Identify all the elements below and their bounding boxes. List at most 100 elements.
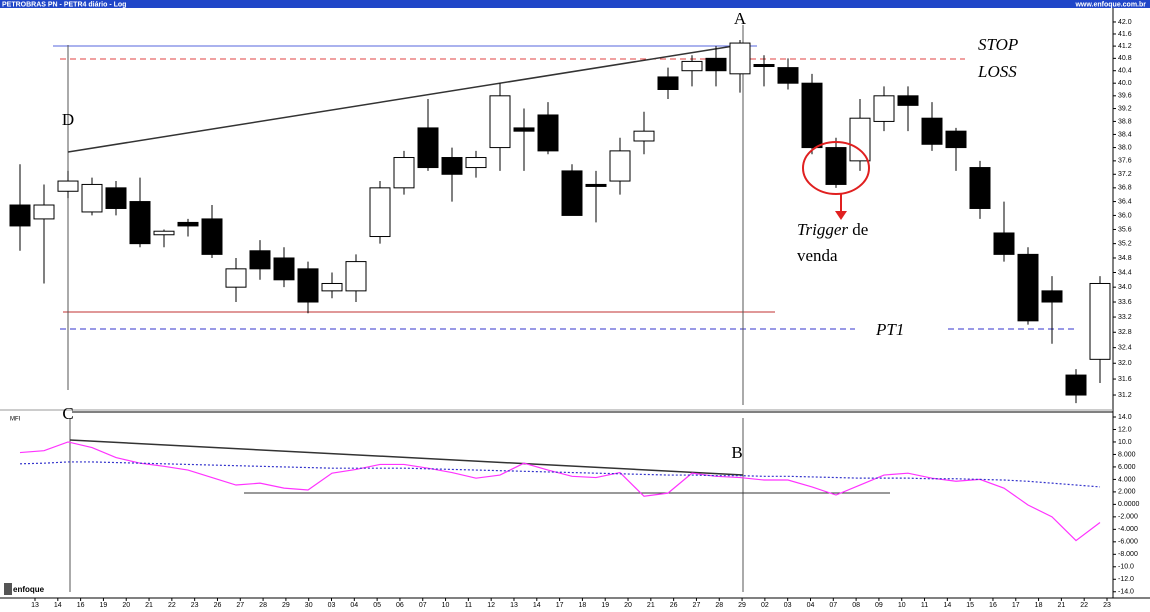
x-tick-label: 03: [784, 602, 792, 609]
x-tick-label: 07: [419, 602, 427, 609]
indicator-line: [19, 441, 1101, 542]
candle-body: [225, 268, 247, 288]
x-tick-label: 17: [1012, 602, 1020, 609]
y-tick-label: -12.0: [1118, 576, 1134, 583]
y-tick-label: 32.8: [1118, 329, 1132, 336]
y-tick-label: 31.6: [1118, 376, 1132, 383]
x-tick-label: 11: [921, 602, 928, 609]
venda-label: venda: [797, 246, 838, 265]
y-tick-label: 31.2: [1118, 392, 1132, 399]
x-tick-label: 16: [989, 602, 997, 609]
y-tick-label: 12.0: [1118, 426, 1132, 433]
x-tick-label: 08: [852, 602, 860, 609]
candle-body: [345, 261, 367, 292]
y-tick-label: 34.4: [1118, 269, 1132, 276]
x-tick-label: 29: [738, 602, 746, 609]
candle-body: [489, 95, 511, 149]
x-tick-label: 26: [670, 602, 678, 609]
y-tick-label: 38.8: [1118, 118, 1132, 125]
candle-body: [297, 268, 319, 303]
mfi-trend-line: [69, 439, 744, 476]
candle-body: [753, 64, 775, 68]
candle-body: [1065, 374, 1087, 396]
marks: 42.0 41.6 41.2 40.8 40.4 40.0 39.6 39.2 38.8 38.4…: [9, 19, 1140, 609]
y-tick-label: 4.000: [1118, 476, 1136, 483]
x-tick-label: 20: [122, 602, 130, 609]
candle-body: [417, 127, 439, 169]
x-tick-label: 22: [1080, 602, 1088, 609]
y-tick-label: 40.8: [1118, 55, 1132, 62]
logo-icon: [4, 583, 12, 595]
trigger-de: de: [848, 220, 868, 239]
x-tick-label: 10: [442, 602, 450, 609]
candle-body: [321, 282, 343, 292]
candle-body: [81, 183, 103, 213]
trigger-word: Trigger: [797, 220, 848, 239]
x-tick-label: 23: [1103, 602, 1111, 609]
x-tick-label: 30: [305, 602, 313, 609]
header-title: PETROBRAS PN - PETR4 diário - Log: [2, 1, 126, 8]
x-tick-label: 29: [282, 602, 290, 609]
candle-body: [33, 204, 55, 220]
y-tick-label: 37.2: [1118, 171, 1132, 178]
x-tick-label: 02: [761, 602, 769, 609]
candle-body: [177, 221, 199, 227]
y-tick-label: 34.0: [1118, 284, 1132, 291]
pt1-label: PT1: [875, 320, 904, 339]
x-tick-label: 18: [579, 602, 587, 609]
y-tick-label: 36.4: [1118, 198, 1132, 205]
x-tick-label: 13: [510, 602, 518, 609]
candle-body: [561, 170, 583, 216]
indicator-line: [19, 461, 1101, 488]
x-tick-label: 28: [259, 602, 267, 609]
x-tick-label: 05: [373, 602, 381, 609]
candle-body: [705, 57, 727, 72]
candle-body: [201, 218, 223, 255]
candle-body: [993, 232, 1015, 255]
x-tick-label: 12: [487, 602, 495, 609]
candle-body: [921, 117, 943, 145]
y-tick-label: 33.6: [1118, 299, 1132, 306]
x-tick-label: 22: [168, 602, 176, 609]
y-tick-label: 8.000: [1118, 451, 1136, 458]
candle-body: [537, 114, 559, 152]
x-tick-label: 09: [875, 602, 883, 609]
candle-body: [681, 60, 703, 72]
x-tick-label: 15: [966, 602, 974, 609]
candle-body: [441, 157, 463, 175]
x-tick-label: 03: [328, 602, 336, 609]
x-tick-label: 04: [807, 602, 815, 609]
y-tick-label: 32.4: [1118, 345, 1132, 352]
candle-body: [129, 201, 151, 245]
candle-body: [801, 82, 823, 149]
y-tick-label: 33.2: [1118, 314, 1132, 321]
y-tick-label: 42.0: [1118, 19, 1132, 26]
candle-body: [609, 150, 631, 182]
y-tick-label: 32.0: [1118, 360, 1132, 367]
header-site: www.enfoque.com.br: [1074, 1, 1146, 8]
candle-body: [249, 250, 271, 270]
y-tick-label: 36.8: [1118, 185, 1132, 192]
label-d: D: [62, 110, 74, 129]
candle-body: [657, 76, 679, 90]
logo: enfoque: [13, 585, 45, 594]
candle-body: [273, 257, 295, 281]
x-tick-label: 07: [829, 602, 837, 609]
x-tick-label: 23: [191, 602, 199, 609]
x-tick-label: 17: [556, 602, 564, 609]
y-tick-label: 0.0000: [1118, 501, 1140, 508]
label-a: A: [734, 9, 747, 28]
candle-body: [729, 42, 751, 75]
x-tick-label: 18: [1035, 602, 1043, 609]
trigger-arrow-head: [835, 211, 847, 220]
trigger-label: Trigger de: [797, 220, 868, 239]
candle-body: [1089, 282, 1111, 360]
candle-body: [105, 187, 127, 209]
x-tick-label: 20: [624, 602, 632, 609]
label-b: B: [731, 443, 742, 462]
x-tick-label: 19: [601, 602, 609, 609]
candle-body: [945, 130, 967, 149]
candle-body: [153, 230, 175, 236]
